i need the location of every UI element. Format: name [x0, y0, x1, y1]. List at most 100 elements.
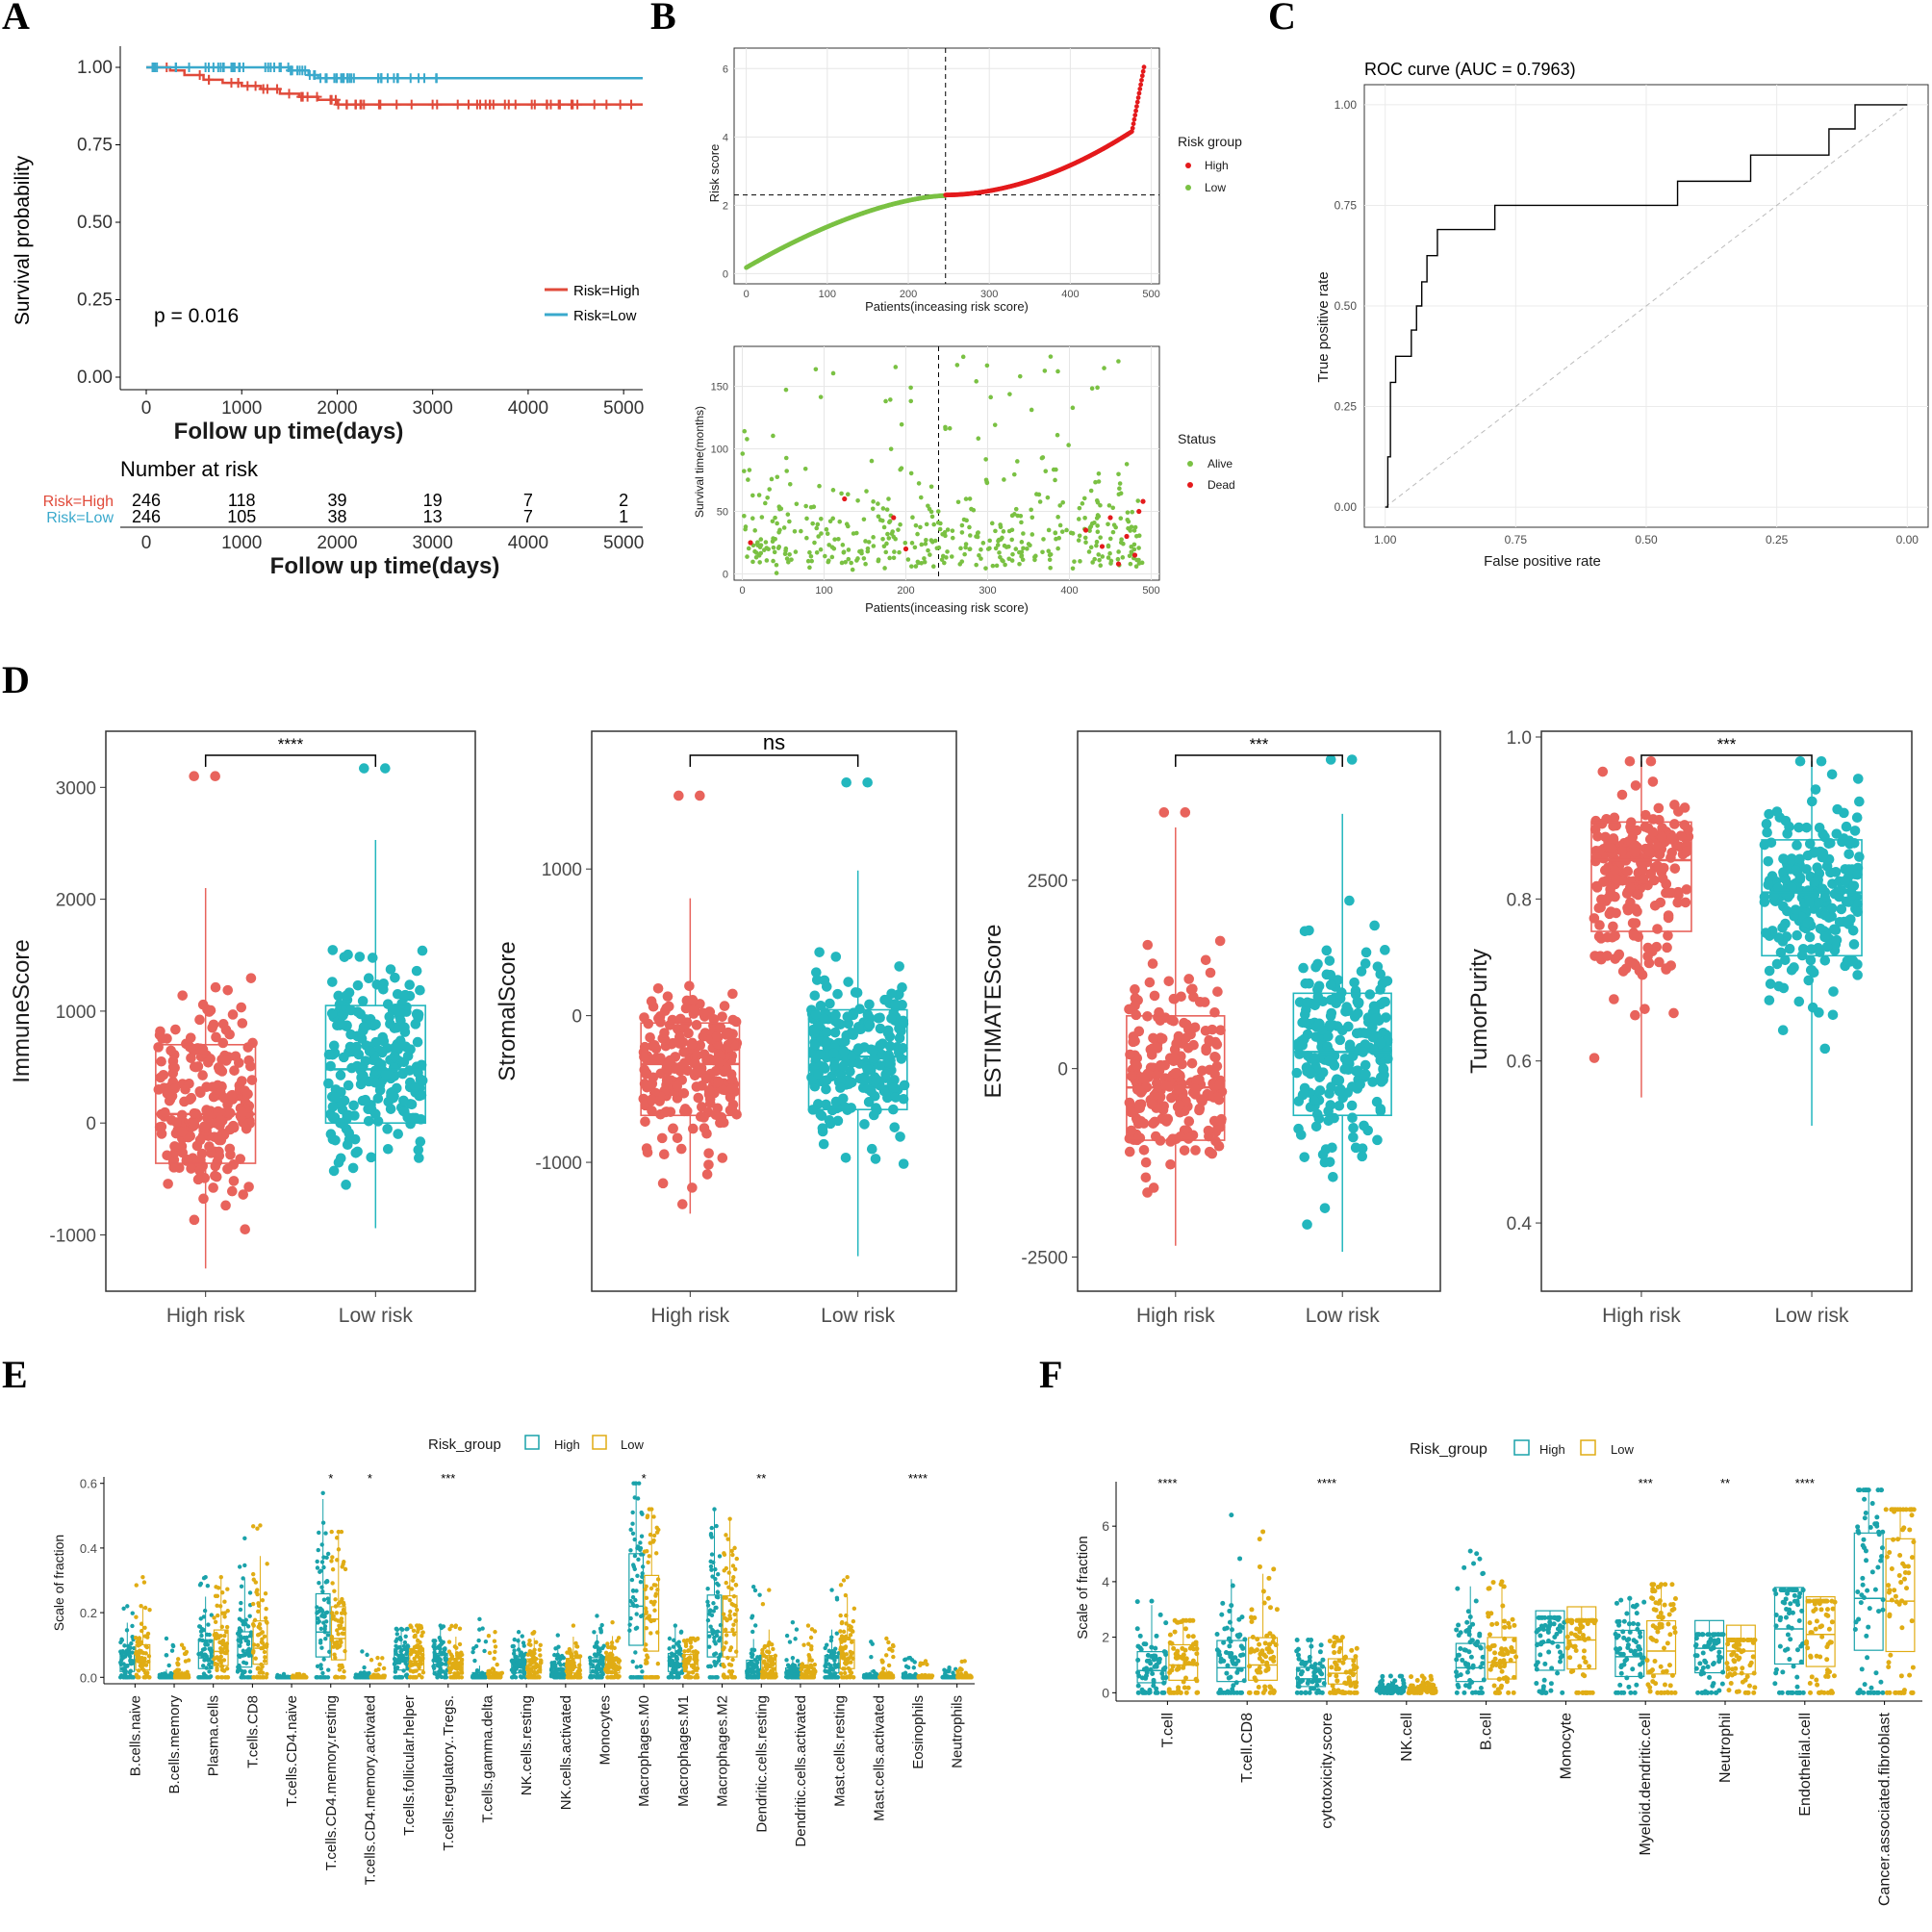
cibersort-point: [225, 1675, 230, 1680]
cibersort-point: [166, 1663, 171, 1668]
cibersort-point: [137, 1637, 142, 1641]
cibersort-x-tick-label: T.cells.CD4.memory.activated: [362, 1695, 378, 1885]
estimate-point-high: [1158, 807, 1170, 818]
estimate-point-high: [218, 1092, 230, 1104]
estimate-point-low: [814, 947, 825, 957]
risk-table-x-tick-label: 2000: [317, 533, 357, 553]
estimate-point-high: [222, 1163, 233, 1175]
cibersort-point: [207, 1669, 212, 1674]
cibersort-point: [216, 1586, 221, 1590]
estimate-point-low: [862, 776, 873, 788]
estimate-point-low: [1310, 961, 1321, 973]
survival-time-x-tick-label: 400: [1060, 585, 1078, 597]
cibersort-point: [260, 1675, 265, 1680]
estimate-point-high: [1669, 819, 1680, 829]
cibersort-point: [520, 1675, 524, 1680]
estimate-point-high: [661, 1075, 673, 1085]
cibersort-point: [329, 1529, 334, 1535]
cibersort-x-tick-label: B.cells.memory: [166, 1695, 183, 1794]
estimate-point-low: [1323, 1115, 1334, 1127]
estimate-point-high: [1148, 1182, 1159, 1193]
cibersort-point: [413, 1675, 418, 1680]
estimate-point-high: [1209, 1051, 1220, 1062]
estimate-point-low: [1845, 885, 1857, 897]
km-plot: 0.000.250.500.751.000 1000 2000 3000 4000 500…: [12, 46, 644, 445]
cibersort-point: [141, 1580, 147, 1585]
survival-time-point-alive: [1089, 521, 1095, 526]
survival-time-point-alive: [945, 527, 951, 532]
survival-time-point-alive: [887, 520, 892, 525]
estimate-point-low: [1819, 954, 1831, 966]
survival-time-point-alive: [787, 519, 792, 524]
risk-score-point: [1131, 116, 1137, 122]
km-censor-mark: [615, 99, 625, 110]
survival-time-point-alive: [983, 457, 988, 462]
cibersort-point: [319, 1614, 324, 1618]
cibersort-point: [130, 1659, 135, 1664]
estimate-point-low: [840, 1152, 852, 1163]
survival-time-point-alive: [861, 517, 867, 522]
survival-time-point-alive: [1042, 369, 1048, 373]
risk-score-point: [1140, 68, 1146, 74]
estimate-point-low: [859, 1119, 870, 1130]
survival-time-point-alive: [909, 541, 915, 546]
estimate-point-low: [345, 1004, 357, 1016]
estimate-point-high: [683, 1028, 694, 1039]
survival-time-point-dead: [1099, 544, 1106, 549]
survival-time-point-alive: [857, 548, 862, 554]
cibersort-point: [330, 1581, 335, 1586]
risk-table-cell: 39: [327, 491, 346, 510]
estimate-point-low: [1809, 877, 1820, 888]
estimate-point-high: [1148, 1118, 1158, 1129]
cibersort-point: [458, 1653, 463, 1659]
survival-time-point-alive: [837, 519, 843, 524]
estimate-point-high: [717, 1153, 728, 1163]
risk-score-point: [1139, 77, 1144, 83]
survival-time-legend-alive: Alive: [1208, 457, 1233, 470]
cibersort-point: [244, 1675, 250, 1680]
estimate-point-high: [1211, 1092, 1223, 1103]
survival-time-point-alive: [910, 515, 915, 520]
estimate-point-low: [1364, 989, 1376, 1000]
survival-time-point-dead: [891, 515, 897, 521]
cibersort-point: [360, 1649, 365, 1654]
km-censor-mark: [568, 99, 578, 110]
estimate-point-low: [1759, 897, 1770, 907]
survival-time-point-alive: [905, 557, 911, 562]
survival-time-point-alive: [775, 546, 781, 550]
risk-table-x-tick-label: 1000: [221, 533, 262, 553]
risk-table-title: Number at risk: [120, 457, 259, 481]
estimate-point-high: [155, 1072, 166, 1083]
cibersort-point: [327, 1649, 332, 1655]
km-x-tick-label: 5000: [603, 398, 644, 419]
cibersort-point: [147, 1607, 152, 1613]
estimate-point-low: [1334, 1075, 1345, 1086]
cibersort-point: [146, 1654, 152, 1659]
estimate-point-low: [1805, 954, 1817, 966]
estimate-point-high: [700, 1073, 712, 1084]
cibersort-point: [458, 1667, 464, 1672]
cibersort-x-tick-label: Dendritic.cells.activated: [793, 1695, 809, 1847]
risk-score-y-tick-label: 4: [723, 132, 728, 143]
survival-time-point-alive: [787, 481, 793, 487]
cibersort-sig-label: *: [328, 1471, 333, 1486]
survival-time-point-alive: [882, 566, 887, 571]
km-legend-low: Risk=Low: [573, 308, 637, 324]
survival-time-point-alive: [1033, 553, 1038, 559]
km-censor-mark: [204, 74, 215, 85]
cibersort-point: [242, 1563, 247, 1568]
estimate-point-high: [1182, 1133, 1194, 1144]
estimate-sig-label: ***: [1717, 735, 1737, 753]
estimate-point-high: [156, 1055, 166, 1067]
cibersort-point: [396, 1653, 401, 1659]
estimate-y-tick-label: -1000: [535, 1154, 582, 1174]
cibersort-point: [140, 1574, 145, 1580]
estimate-point-low: [870, 1154, 881, 1164]
survival-time-point-alive: [784, 469, 789, 473]
survival-time-point-alive: [850, 567, 855, 572]
km-censor-mark: [194, 70, 205, 81]
estimate-point-low: [326, 1007, 338, 1019]
survival-time-point-alive: [1053, 477, 1057, 483]
survival-time-point-alive: [1019, 540, 1025, 545]
